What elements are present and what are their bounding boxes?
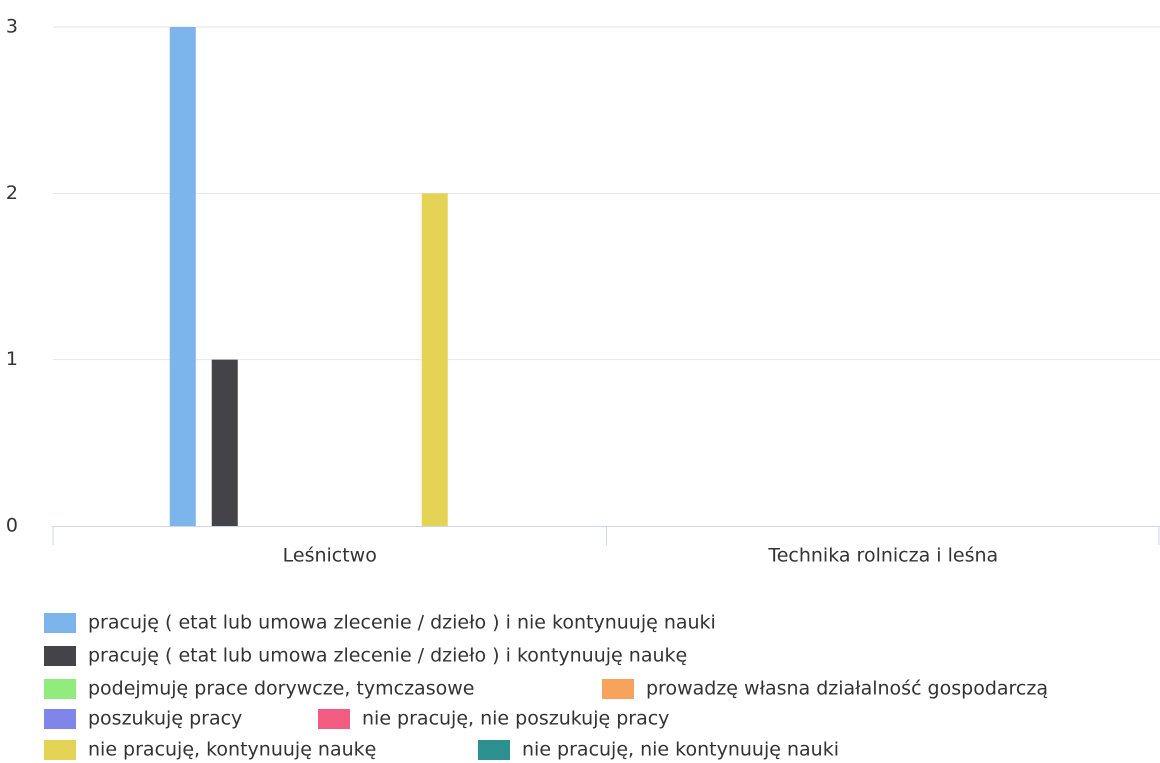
legend-swatch — [602, 679, 634, 699]
legend-label: prowadzę własna działalność gospodarczą — [646, 678, 1048, 700]
legend-swatch — [318, 709, 350, 729]
y-tick-label: 1 — [6, 348, 18, 370]
legend-swatch — [44, 679, 76, 699]
legend-label: nie pracuję, kontynuuję naukę — [88, 739, 376, 761]
legend-label: nie pracuję, nie kontynuuję nauki — [522, 739, 839, 761]
legend-label: pracuję ( etat lub umowa zlecenie / dzie… — [88, 645, 687, 667]
legend-swatch — [44, 646, 76, 666]
legend-swatch — [44, 709, 76, 729]
legend-swatch — [44, 613, 76, 633]
legend-label: nie pracuję, nie poszukuję pracy — [362, 708, 669, 730]
bar — [169, 27, 196, 526]
bar — [421, 193, 448, 527]
y-tick-label: 0 — [6, 515, 18, 537]
legend-label: podejmuję prace dorywcze, tymczasowe — [88, 678, 474, 700]
x-tick-label: Leśnictwo — [283, 545, 377, 567]
bar — [211, 359, 238, 526]
y-tick-label: 3 — [6, 16, 18, 38]
legend-label: poszukuję pracy — [88, 708, 242, 730]
legend-swatch — [478, 740, 510, 760]
x-tick-label: Technika rolnicza i leśna — [767, 545, 998, 567]
legend-label: pracuję ( etat lub umowa zlecenie / dzie… — [88, 612, 716, 634]
legend-swatch — [44, 740, 76, 760]
y-tick-label: 2 — [6, 182, 18, 204]
